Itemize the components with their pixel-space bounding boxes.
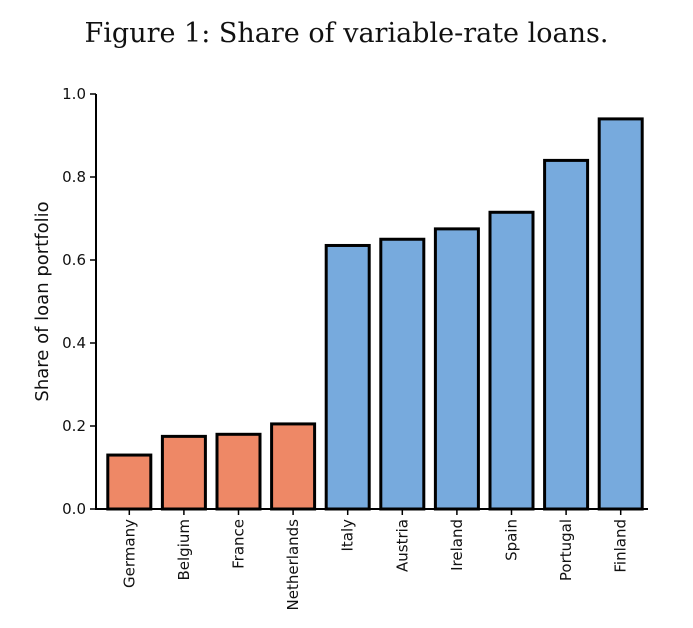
y-tick-label: 0.6 — [62, 251, 86, 269]
bar-netherlands — [270, 422, 317, 511]
y-axis-label: Share of loan portfolio — [32, 201, 53, 401]
bar-finland — [597, 117, 644, 511]
bar-france — [215, 432, 262, 511]
chart-title: Figure 1: Share of variable-rate loans. — [84, 18, 609, 49]
bar-italy — [324, 243, 371, 511]
x-tick-label-france: France — [230, 519, 248, 569]
x-tick-label-finland: Finland — [612, 519, 630, 573]
x-tick-label-spain: Spain — [503, 519, 521, 561]
bar-germany — [106, 453, 153, 511]
x-axis-ticks: Germany Belgium France Netherlands Italy Aust… — [120, 509, 630, 611]
y-tick-label: 0.0 — [62, 500, 86, 518]
y-axis-ticks: 0.0 0.2 0.4 0.6 0.8 1.0 — [62, 85, 96, 518]
y-tick-label: 0.2 — [62, 417, 86, 435]
bar-spain — [488, 210, 535, 511]
x-tick-label-portugal: Portugal — [557, 519, 575, 581]
y-tick-label: 1.0 — [62, 85, 86, 103]
y-tick-label: 0.8 — [62, 168, 86, 186]
x-tick-label-ireland: Ireland — [448, 519, 466, 571]
bar-ireland — [433, 227, 480, 511]
x-tick-label-austria: Austria — [393, 519, 411, 572]
bar-portugal — [543, 158, 590, 511]
bars-group — [106, 117, 644, 511]
x-tick-label-germany: Germany — [120, 519, 138, 588]
bar-austria — [379, 237, 426, 511]
x-tick-label-netherlands: Netherlands — [284, 519, 302, 611]
bar-belgium — [160, 434, 207, 511]
x-tick-label-belgium: Belgium — [175, 519, 193, 581]
x-tick-label-italy: Italy — [339, 519, 357, 552]
y-tick-label: 0.4 — [62, 334, 86, 352]
